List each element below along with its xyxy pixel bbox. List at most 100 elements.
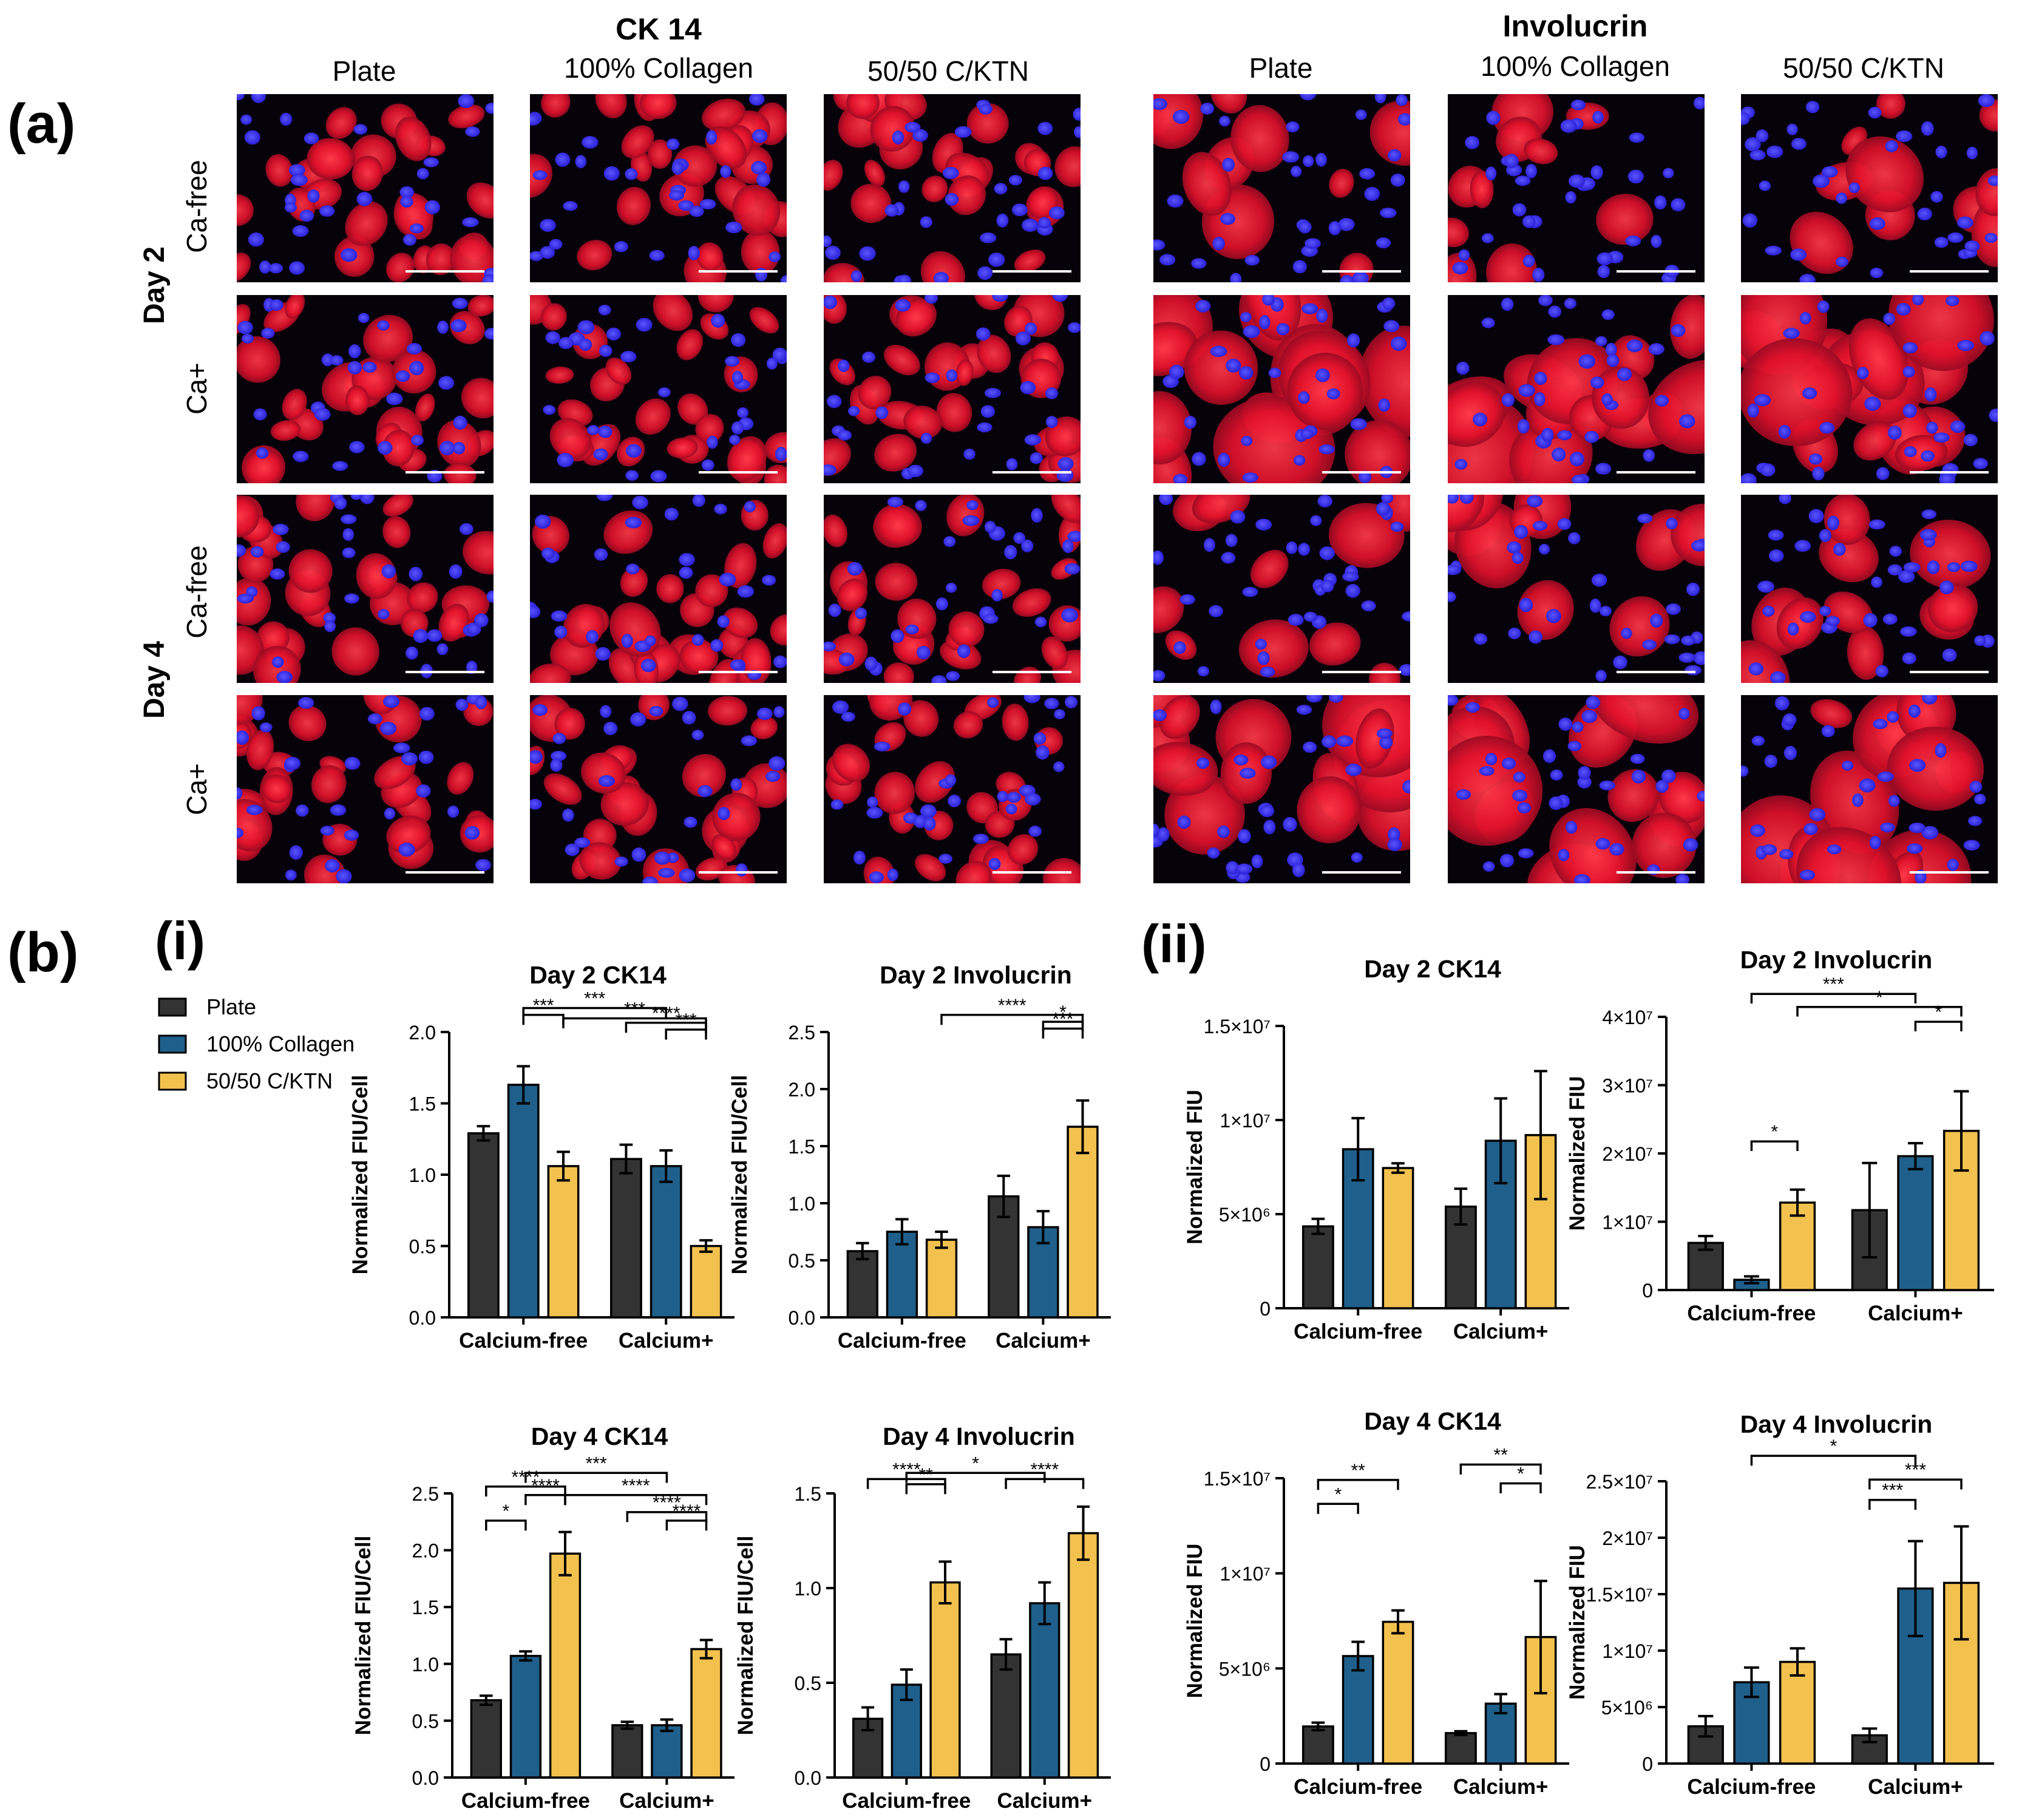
cell-nucleus <box>1683 838 1698 852</box>
legend-swatch-plate <box>158 997 187 1017</box>
cell-nucleus <box>980 405 996 418</box>
cell-nucleus <box>1973 458 1988 469</box>
cell-nucleus <box>1177 815 1191 829</box>
cell-nucleus <box>423 157 439 168</box>
cell-nucleus <box>1209 605 1223 617</box>
bar-charts: Day 2 CK14 0.0 0.5 1.0 1.5 2.0 Normalized FIU/… <box>348 946 1994 1813</box>
cell-nucleus <box>1896 303 1911 316</box>
cell-nucleus <box>1791 138 1807 150</box>
cell-nucleus <box>1882 613 1898 625</box>
cell-cytoplasm <box>858 375 892 410</box>
cell-nucleus <box>1212 237 1225 251</box>
cell-nucleus <box>1787 622 1799 636</box>
chart-title: Day 4 Involucrin <box>883 1422 1075 1450</box>
cell-nucleus <box>416 784 431 798</box>
cell-nucleus <box>640 659 656 673</box>
cell-nucleus <box>1260 805 1275 818</box>
cell-nucleus <box>957 644 971 658</box>
cell-nucleus <box>1315 368 1330 382</box>
cell-nucleus <box>1573 874 1590 883</box>
cell-nucleus <box>393 742 410 753</box>
cell-nucleus <box>1643 449 1655 462</box>
cell-nucleus <box>1871 576 1882 588</box>
cell-cytoplasm <box>711 834 736 860</box>
day-label-4: Day 4 <box>138 641 171 719</box>
cell-nucleus <box>1543 749 1556 763</box>
cell-nucleus <box>1153 239 1166 251</box>
cell-nucleus <box>1980 331 1995 346</box>
cell-nucleus <box>1590 376 1604 389</box>
micrograph-tile <box>530 695 787 883</box>
cell-nucleus <box>707 435 718 449</box>
cell-nucleus <box>563 201 578 211</box>
bar <box>549 1552 582 1779</box>
cell-nucleus <box>1473 412 1488 427</box>
cell-nucleus <box>594 548 608 561</box>
chart-title: Day 4 CK14 <box>1364 1407 1501 1435</box>
cell-nucleus <box>948 794 962 807</box>
cell-nucleus <box>334 497 347 510</box>
cell-nucleus <box>1889 546 1902 557</box>
cell-nucleus <box>1848 182 1860 194</box>
cell-nucleus <box>963 448 976 460</box>
cell-nucleus <box>1558 849 1570 861</box>
cell-cytoplasm <box>438 603 469 642</box>
cell-nucleus <box>847 406 860 416</box>
cell-nucleus <box>260 722 273 733</box>
cell-cytoplasm <box>265 154 293 187</box>
cell-cytoplasm <box>407 582 438 613</box>
cell-nucleus <box>530 798 542 810</box>
cell-cytoplasm <box>682 753 726 798</box>
cell-nucleus <box>1868 106 1882 119</box>
cell-nucleus <box>1768 549 1784 562</box>
cell-cytoplasm <box>386 253 415 282</box>
cell-nucleus <box>400 195 413 208</box>
panel-b-label: (b) <box>7 922 78 983</box>
cell-nucleus <box>1748 662 1764 676</box>
cell-nucleus <box>1836 192 1847 204</box>
cell-nucleus <box>1045 416 1058 428</box>
micrograph-tile <box>824 495 1081 683</box>
cell-nucleus <box>1833 543 1846 556</box>
cell-nucleus <box>626 563 640 574</box>
cell-cytoplasm <box>1796 827 1901 883</box>
cell-nucleus <box>356 192 373 206</box>
cell-cytoplasm <box>351 155 383 191</box>
cell-nucleus <box>1896 130 1913 143</box>
cell-nucleus <box>450 319 467 333</box>
micrograph-tile <box>1153 295 1410 483</box>
cell-nucleus <box>551 750 567 761</box>
cell-nucleus <box>1479 766 1495 776</box>
cell-nucleus <box>1196 757 1210 769</box>
cell-nucleus <box>1374 94 1386 104</box>
cell-nucleus <box>1481 233 1494 243</box>
y-tick-label: 1.0 <box>795 1578 821 1600</box>
cell-cytoplasm <box>1819 529 1879 583</box>
significance-bracket <box>485 1486 566 1497</box>
micrograph-grid <box>237 94 1998 883</box>
cell-nucleus <box>1260 755 1277 769</box>
cell-nucleus <box>1978 94 1995 107</box>
y-tick-label: 1.0 <box>789 1193 815 1215</box>
cell-nucleus <box>453 415 467 430</box>
significance-label: **** <box>998 996 1026 1016</box>
cell-nucleus <box>1909 759 1926 772</box>
cell-nucleus <box>898 180 910 193</box>
cell-nucleus <box>1504 154 1519 169</box>
cell-nucleus <box>1452 262 1468 274</box>
y-tick-label: 0.0 <box>412 1767 439 1789</box>
cell-nucleus <box>1236 863 1253 875</box>
legend-swatch-ckt <box>158 1071 187 1091</box>
significance-bracket <box>1750 993 1917 1003</box>
cell-cytoplasm <box>883 344 920 376</box>
micrograph-tile <box>824 94 1081 282</box>
cell-nucleus <box>579 338 592 351</box>
cell-nucleus <box>530 605 541 619</box>
cell-cytoplasm <box>1153 742 1218 796</box>
cell-nucleus <box>458 94 475 108</box>
micrograph-tile <box>237 295 494 483</box>
cell-nucleus <box>1296 705 1312 715</box>
cell-nucleus <box>847 562 863 576</box>
cell-cytoplasm <box>677 393 708 425</box>
cell-nucleus <box>1671 198 1686 212</box>
